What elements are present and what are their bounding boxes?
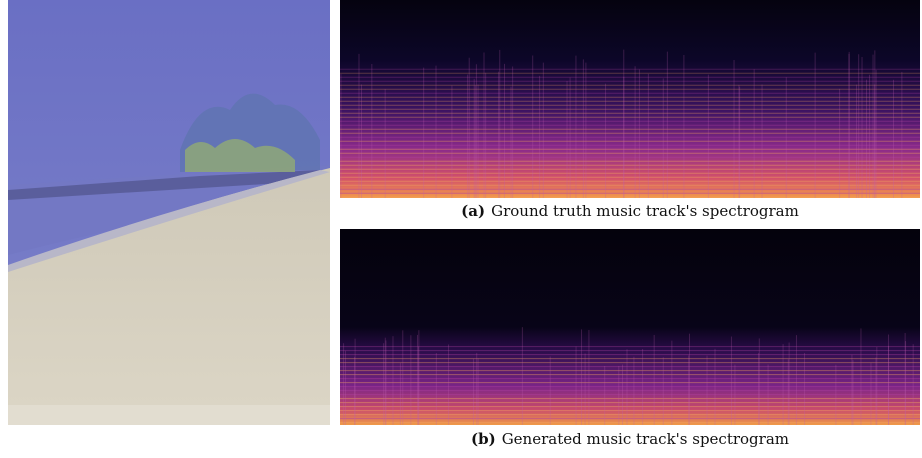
- spectrogram-b: [340, 229, 920, 425]
- caption-b: (b) Generated music track's spectrogram: [340, 430, 920, 448]
- caption-label: (b): [471, 430, 496, 448]
- caption-a: (a) Ground truth music track's spectrogra…: [340, 202, 920, 220]
- caption-text: Generated music track's spectrogram: [501, 430, 789, 448]
- caption-text: Ground truth music track's spectrogram: [491, 202, 799, 220]
- caption-label: (a): [461, 202, 486, 220]
- spectrogram-a-texture: [340, 49, 920, 198]
- spectrogram-b-texture: [340, 327, 920, 425]
- painting: [8, 0, 330, 425]
- spectrogram-a: [340, 0, 920, 198]
- figure-images: [8, 0, 920, 425]
